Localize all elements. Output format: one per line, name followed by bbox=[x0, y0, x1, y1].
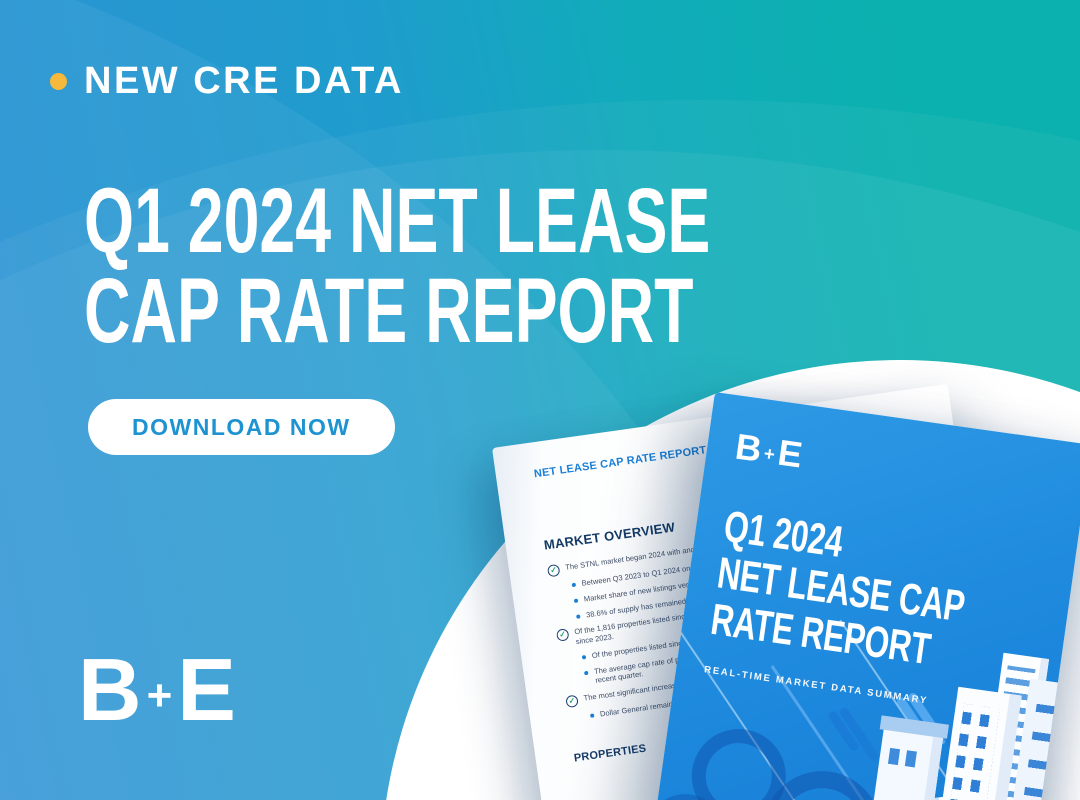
cover-logo-b: B bbox=[732, 425, 766, 470]
accent-dot-icon bbox=[50, 72, 67, 90]
check-circle-icon: ✓ bbox=[546, 563, 561, 578]
bullet-dot-icon bbox=[573, 598, 579, 603]
eyebrow-label: NEW CRE DATA bbox=[84, 60, 404, 102]
bullet-dot-icon bbox=[575, 613, 581, 619]
bullet-dot-icon bbox=[581, 654, 587, 660]
check-circle-icon: ✓ bbox=[555, 628, 570, 643]
brand-logo-plus: + bbox=[146, 671, 175, 721]
headline-line-2: CAP RATE REPORT bbox=[84, 260, 694, 362]
eyebrow-badge: NEW CRE DATA bbox=[50, 62, 404, 100]
download-button[interactable]: DOWNLOAD NOW bbox=[88, 399, 395, 455]
brand-logo-b: B bbox=[78, 640, 144, 739]
cover-logo-e: E bbox=[775, 431, 806, 476]
headline: Q1 2024 NET LEASE CAP RATE REPORT bbox=[84, 170, 711, 362]
cover-logo-plus: + bbox=[762, 442, 778, 465]
bullet-dot-icon bbox=[583, 670, 589, 675]
brand-logo-e: E bbox=[177, 640, 238, 739]
headline-line-1: Q1 2024 NET LEASE bbox=[84, 170, 711, 272]
building-house bbox=[868, 715, 949, 800]
bullet-dot-icon bbox=[571, 582, 577, 588]
brand-logo: B+E bbox=[78, 646, 238, 734]
check-circle-icon: ✓ bbox=[565, 694, 579, 709]
bullet-dot-icon bbox=[589, 713, 595, 718]
